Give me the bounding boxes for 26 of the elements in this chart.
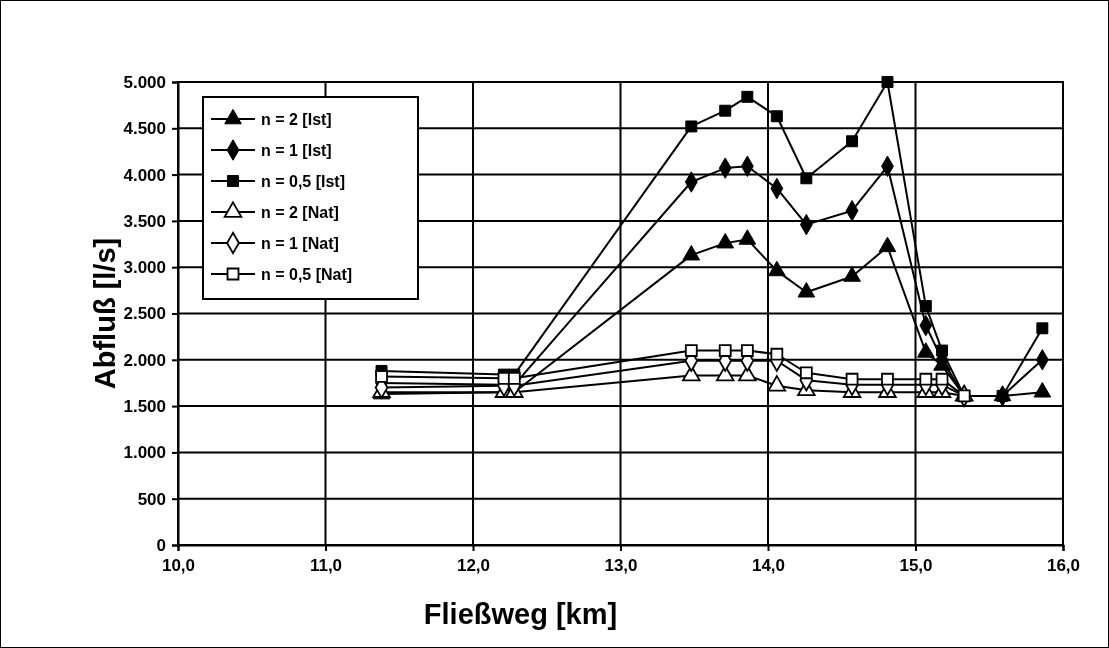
y-tick-label: 2.000 <box>123 350 166 370</box>
y-tick-label: 2.500 <box>123 304 166 324</box>
x-tick-label: 16,0 <box>1046 556 1081 576</box>
x-tick-label: 14,0 <box>751 556 786 576</box>
y-axis-title: Abfluß [l/s] <box>89 237 121 390</box>
y-tick-label: 0 <box>156 535 166 555</box>
y-tick-label: 1.000 <box>123 443 166 463</box>
legend-label: n = 0,5 [Nat] <box>261 266 353 283</box>
y-tick-label: 5.000 <box>123 72 166 92</box>
legend-label: n = 2 [Ist] <box>261 111 332 128</box>
x-tick-label: 15,0 <box>899 556 933 576</box>
y-tick-label: 1.500 <box>123 397 166 417</box>
legend-label: n = 0,5 [Ist] <box>261 173 346 190</box>
y-tick-label: 500 <box>137 489 166 509</box>
y-tick-label: 4.000 <box>123 165 166 185</box>
x-tick-label: 13,0 <box>604 556 638 576</box>
x-tick-label: 10,0 <box>161 556 196 576</box>
x-tick-label: 11,0 <box>309 556 343 576</box>
y-tick-label: 3.500 <box>123 211 166 231</box>
legend-label: n = 1 [Ist] <box>261 142 332 159</box>
x-tick-label: 12,0 <box>456 556 491 576</box>
legend-label: n = 2 [Nat] <box>261 204 339 221</box>
y-tick-label: 4.500 <box>123 119 166 139</box>
y-tick-label: 3.000 <box>123 258 166 278</box>
x-axis-title: Fließweg [km] <box>423 598 618 630</box>
legend-label: n = 1 [Nat] <box>261 235 339 252</box>
